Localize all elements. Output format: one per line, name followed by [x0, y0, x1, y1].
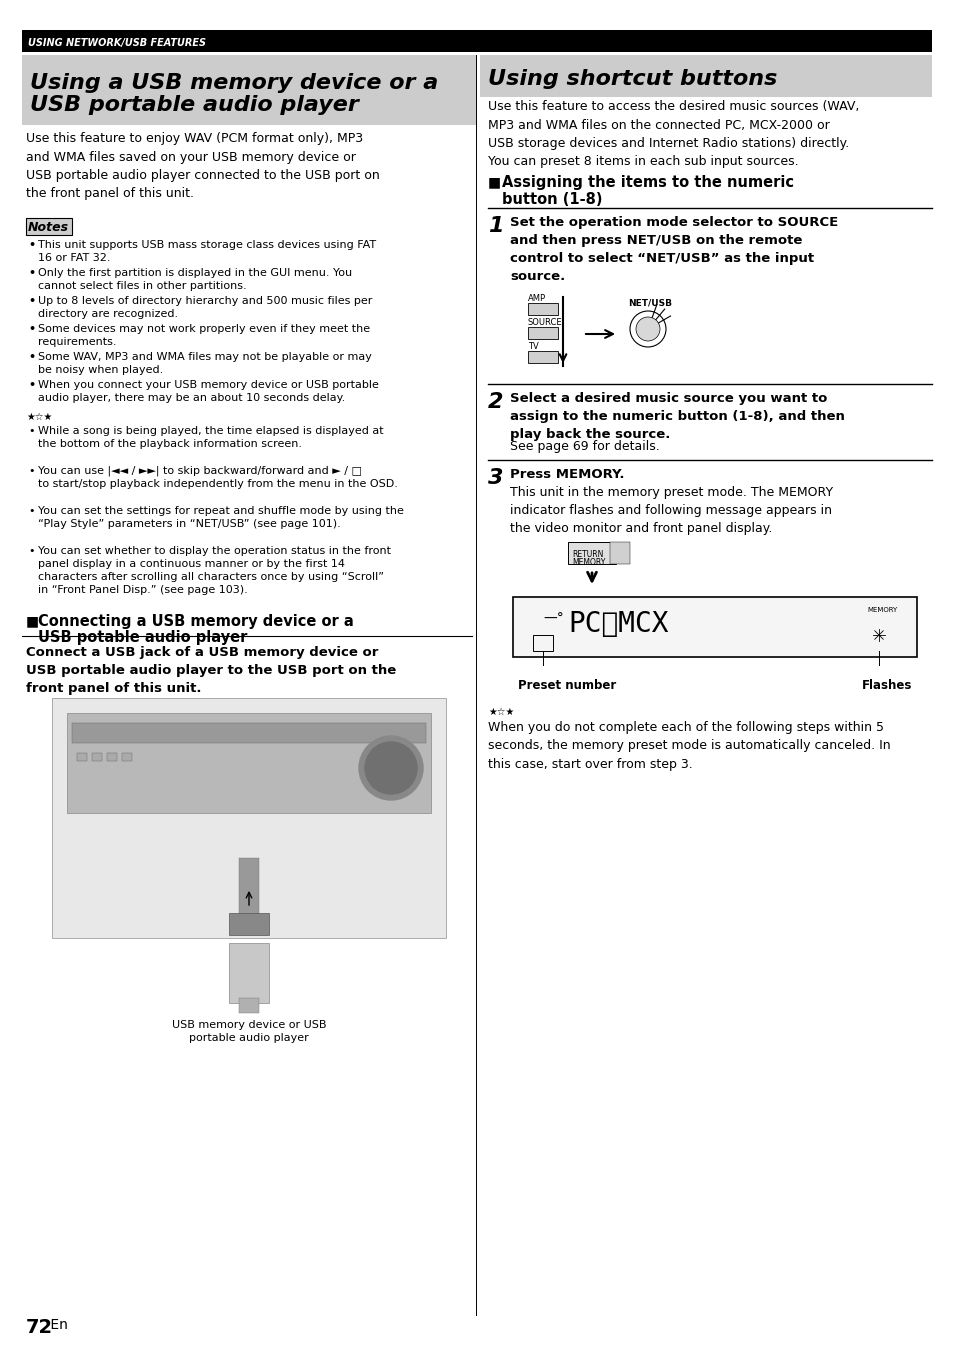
Text: This unit supports USB mass storage class devices using FAT: This unit supports USB mass storage clas… [38, 240, 375, 249]
Text: “Play Style” parameters in “NET/USB” (see page 101).: “Play Style” parameters in “NET/USB” (se… [38, 519, 340, 528]
Text: RETURN: RETURN [572, 550, 602, 559]
Bar [91, 754, 102, 762]
Bar [239, 998, 258, 1012]
Text: USING NETWORK/USB FEATURES: USING NETWORK/USB FEATURES [28, 38, 206, 49]
Bar [609, 542, 629, 563]
Text: Assigning the items to the numeric: Assigning the items to the numeric [501, 175, 793, 190]
Text: 3: 3 [488, 468, 503, 488]
Text: Notes: Notes [28, 221, 69, 235]
Text: •: • [28, 546, 34, 555]
Text: ★☆★: ★☆★ [488, 706, 514, 717]
Text: Up to 8 levels of directory hierarchy and 500 music files per: Up to 8 levels of directory hierarchy an… [38, 297, 372, 306]
Text: En: En [46, 1318, 68, 1332]
Bar [527, 328, 558, 338]
Text: in “Front Panel Disp.” (see page 103).: in “Front Panel Disp.” (see page 103). [38, 585, 248, 594]
Circle shape [636, 317, 659, 341]
Bar [52, 698, 446, 938]
Text: When you do not complete each of the following steps within 5
seconds, the memor: When you do not complete each of the fol… [488, 721, 890, 771]
Text: Press MEMORY.: Press MEMORY. [510, 468, 624, 481]
Text: MEMORY: MEMORY [572, 558, 605, 568]
Text: Use this feature to enjoy WAV (PCM format only), MP3
and WMA files saved on your: Use this feature to enjoy WAV (PCM forma… [26, 132, 379, 201]
Text: Some devices may not work properly even if they meet the: Some devices may not work properly even … [38, 324, 370, 334]
Text: •: • [28, 268, 35, 278]
Text: audio player, there may be an about 10 seconds delay.: audio player, there may be an about 10 s… [38, 394, 345, 403]
Text: This unit in the memory preset mode. The MEMORY
indicator flashes and following : This unit in the memory preset mode. The… [510, 487, 832, 535]
Text: ■: ■ [26, 613, 39, 628]
Text: panel display in a continuous manner or by the first 14: panel display in a continuous manner or … [38, 559, 345, 569]
Text: ■: ■ [488, 175, 500, 189]
Bar [513, 597, 916, 656]
Text: •: • [28, 380, 35, 390]
Text: SOURCE: SOURCE [527, 318, 562, 328]
Text: Set the operation mode selector to SOURCE
and then press NET/USB on the remote
c: Set the operation mode selector to SOURC… [510, 216, 838, 283]
Bar [527, 303, 558, 315]
Bar [229, 913, 269, 936]
Text: You can set whether to display the operation status in the front: You can set whether to display the opera… [38, 546, 391, 555]
Text: ★☆★: ★☆★ [26, 412, 52, 422]
Bar [77, 754, 87, 762]
Text: You can set the settings for repeat and shuffle mode by using the: You can set the settings for repeat and … [38, 506, 403, 516]
Text: 1: 1 [488, 216, 503, 236]
Text: Use this feature to access the desired music sources (WAV,
MP3 and WMA files on : Use this feature to access the desired m… [488, 100, 859, 168]
Text: •: • [28, 324, 35, 334]
Text: AMP: AMP [527, 294, 545, 303]
Text: •: • [28, 352, 35, 363]
Bar [67, 713, 431, 813]
Bar [533, 635, 553, 651]
Text: Connecting a USB memory device or a: Connecting a USB memory device or a [38, 613, 354, 630]
Text: TV: TV [527, 342, 538, 350]
Text: —°: —° [542, 612, 563, 625]
Text: 16 or FAT 32.: 16 or FAT 32. [38, 253, 111, 263]
Text: •: • [28, 297, 35, 306]
Text: PC⁄MCX: PC⁄MCX [567, 611, 668, 638]
Text: portable audio player: portable audio player [189, 1033, 309, 1043]
Bar [122, 754, 132, 762]
Text: Preset number: Preset number [517, 679, 616, 692]
Bar [239, 857, 258, 918]
Text: When you connect your USB memory device or USB portable: When you connect your USB memory device … [38, 380, 378, 390]
Bar [26, 218, 71, 235]
Text: be noisy when played.: be noisy when played. [38, 365, 163, 375]
Text: See page 69 for details.: See page 69 for details. [510, 439, 659, 453]
Text: USB memory device or USB: USB memory device or USB [172, 1020, 326, 1030]
Text: •: • [28, 506, 34, 516]
Text: MEMORY: MEMORY [866, 607, 897, 613]
Text: cannot select files in other partitions.: cannot select files in other partitions. [38, 280, 247, 291]
Text: to start/stop playback independently from the menu in the OSD.: to start/stop playback independently fro… [38, 479, 397, 489]
Text: directory are recognized.: directory are recognized. [38, 309, 178, 319]
Bar [71, 723, 426, 743]
Text: •: • [28, 426, 34, 435]
Text: USB potable audio player: USB potable audio player [38, 630, 247, 644]
Bar [567, 542, 616, 563]
Text: NET/USB: NET/USB [627, 299, 671, 307]
Text: USB portable audio player: USB portable audio player [30, 94, 358, 115]
Text: button (1-8): button (1-8) [501, 191, 602, 208]
Bar [22, 30, 931, 53]
Bar [229, 944, 269, 1003]
Bar [479, 55, 931, 97]
Text: Using shortcut buttons: Using shortcut buttons [488, 69, 777, 89]
Text: Some WAV, MP3 and WMA files may not be playable or may: Some WAV, MP3 and WMA files may not be p… [38, 352, 372, 363]
Circle shape [365, 741, 416, 794]
Text: characters after scrolling all characters once by using “Scroll”: characters after scrolling all character… [38, 572, 384, 582]
Text: 2: 2 [488, 392, 503, 412]
Text: Only the first partition is displayed in the GUI menu. You: Only the first partition is displayed in… [38, 268, 352, 278]
Text: •: • [28, 466, 34, 476]
Text: You can use |◄◄ / ►►| to skip backward/forward and ► / □: You can use |◄◄ / ►►| to skip backward/f… [38, 466, 361, 476]
Bar [22, 55, 476, 125]
Text: Select a desired music source you want to
assign to the numeric button (1-8), an: Select a desired music source you want t… [510, 392, 844, 441]
Text: Using a USB memory device or a: Using a USB memory device or a [30, 73, 437, 93]
Text: Connect a USB jack of a USB memory device or
USB portable audio player to the US: Connect a USB jack of a USB memory devic… [26, 646, 395, 696]
Text: 72: 72 [26, 1318, 53, 1337]
Circle shape [358, 736, 422, 799]
Bar [107, 754, 117, 762]
Text: Flashes: Flashes [862, 679, 911, 692]
Text: While a song is being played, the time elapsed is displayed at: While a song is being played, the time e… [38, 426, 383, 435]
Text: the bottom of the playback information screen.: the bottom of the playback information s… [38, 439, 302, 449]
Text: •: • [28, 240, 35, 249]
Text: requirements.: requirements. [38, 337, 116, 346]
Bar [527, 350, 558, 363]
